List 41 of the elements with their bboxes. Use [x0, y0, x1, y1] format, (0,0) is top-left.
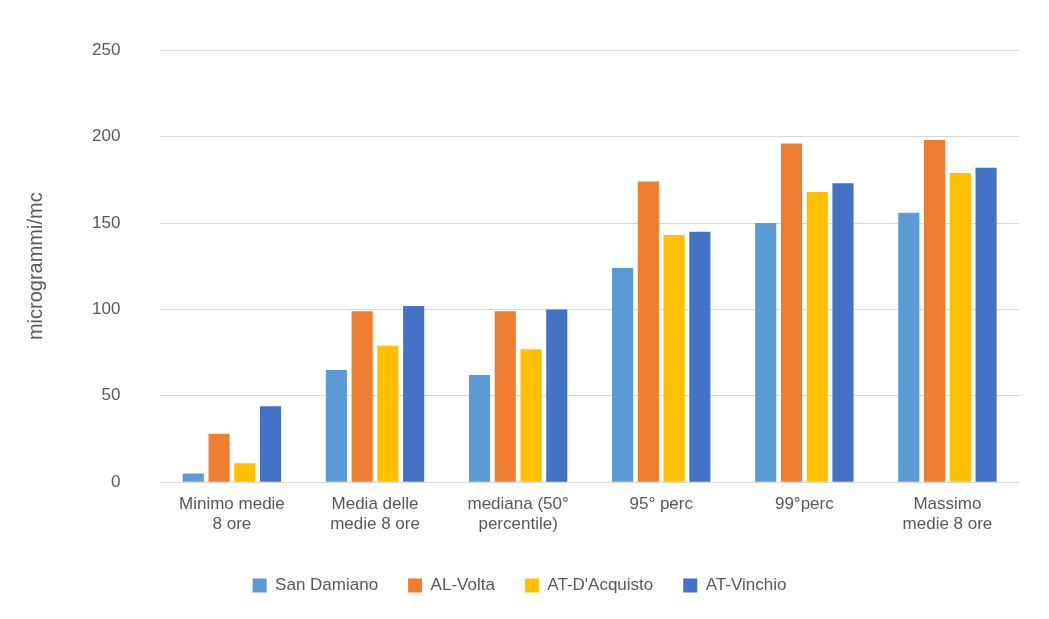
bar [546, 309, 568, 482]
legend-label: AL-Volta [430, 575, 496, 595]
bar [208, 433, 230, 482]
bar [494, 311, 516, 482]
bar [182, 473, 204, 482]
y-tick-label: 100 [91, 299, 121, 319]
legend-label: AT-Vinchio [705, 575, 787, 595]
y-tick-label: 150 [91, 212, 121, 232]
bar [689, 231, 711, 482]
x-tick-label: mediana (50° percentile) [467, 494, 569, 534]
bar [806, 191, 828, 482]
y-tick-label: 50 [101, 385, 121, 405]
legend-label: San Damiano [275, 575, 379, 595]
y-tick-label: 0 [110, 471, 121, 491]
bar [234, 463, 256, 482]
y-tick-label: 200 [91, 126, 121, 146]
bar [949, 172, 971, 482]
bar [898, 212, 920, 482]
bar [325, 369, 347, 482]
x-tick-label: Massimo medie 8 ore [902, 494, 993, 534]
bar [468, 375, 491, 482]
bar [520, 349, 542, 482]
bar [975, 167, 997, 482]
x-tick-label: Media delle medie 8 ore [330, 494, 420, 534]
y-tick-label: 250 [91, 39, 121, 59]
bar [377, 345, 399, 482]
x-tick-label: 95° perc [629, 494, 694, 514]
bar [637, 181, 659, 482]
legend-label: AT-D'Acquisto [547, 575, 654, 595]
x-tick-label: Minimo medie 8 ore [179, 494, 285, 534]
bar [351, 311, 373, 482]
bar [663, 235, 685, 482]
bar [780, 143, 803, 482]
bar [755, 223, 777, 482]
bar [924, 140, 946, 482]
bar [403, 305, 425, 482]
bar [259, 406, 282, 482]
bar [832, 183, 854, 482]
x-tick-label: 99°perc [774, 494, 835, 514]
y-axis-title: microgrammi/mc [23, 192, 46, 341]
bar [612, 267, 634, 482]
